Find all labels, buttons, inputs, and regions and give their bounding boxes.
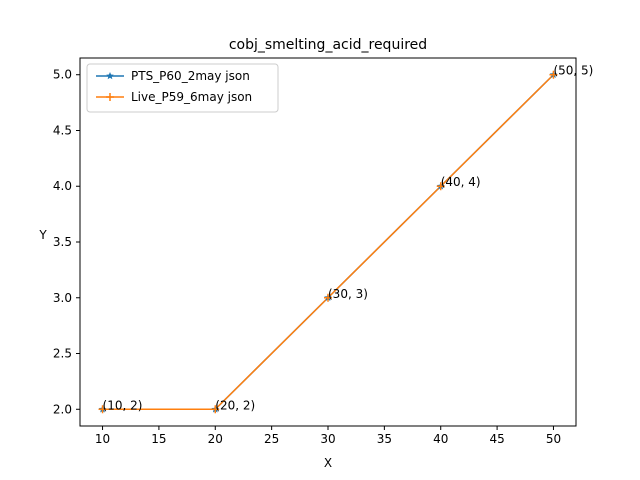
y-tick-label: 3.0 [53,291,72,305]
chart-title: cobj_smelting_acid_required [229,37,427,53]
point-annotation: (10, 2) [103,398,143,412]
series-2-marker [324,293,332,302]
legend-marker-1 [106,72,114,80]
y-axis-ticks: 2.0 2.5 3.0 3.5 4.0 4.5 5.0 [53,68,80,416]
y-tick-label: 2.0 [53,402,72,416]
legend: PTS_P60_2may json Live_P59_6may json [86,63,279,113]
legend-box [86,63,279,113]
x-tick-label: 30 [320,432,335,446]
point-annotation: (40, 4) [441,175,481,189]
data-annotations: (10, 2) (20, 2) (30, 3) (40, 4) (50, 5) [103,64,594,413]
y-tick-label: 3.5 [53,235,72,249]
legend-label-2: Live_P59_6may json [131,90,252,104]
x-tick-label: 50 [546,432,561,446]
x-tick-label: 35 [377,432,392,446]
x-axis-label: X [324,456,332,470]
series-2-marker [436,182,445,191]
y-tick-label: 2.5 [53,347,72,361]
x-tick-label: 45 [489,432,504,446]
x-tick-label: 10 [95,432,110,446]
x-axis-ticks: 10 15 20 25 30 35 40 45 50 [95,426,561,446]
y-tick-label: 4.5 [53,123,72,137]
y-axis-label: Y [38,228,47,242]
y-tick-label: 5.0 [53,68,72,82]
series-2-marker [211,405,220,414]
legend-label-1: PTS_P60_2may json [131,69,250,83]
x-tick-label: 25 [264,432,279,446]
legend-marker-2 [106,93,114,101]
point-annotation: (20, 2) [215,398,255,412]
series-markers [98,70,558,414]
series-2-marker [549,70,558,79]
series-2-marker [98,405,107,414]
point-annotation: (30, 3) [328,287,368,301]
plot-area-frame [79,57,577,427]
x-tick-label: 20 [208,432,223,446]
x-tick-label: 40 [433,432,448,446]
x-tick-label: 15 [151,432,166,446]
point-annotation: (50, 5) [553,64,593,78]
y-tick-label: 4.0 [53,179,72,193]
